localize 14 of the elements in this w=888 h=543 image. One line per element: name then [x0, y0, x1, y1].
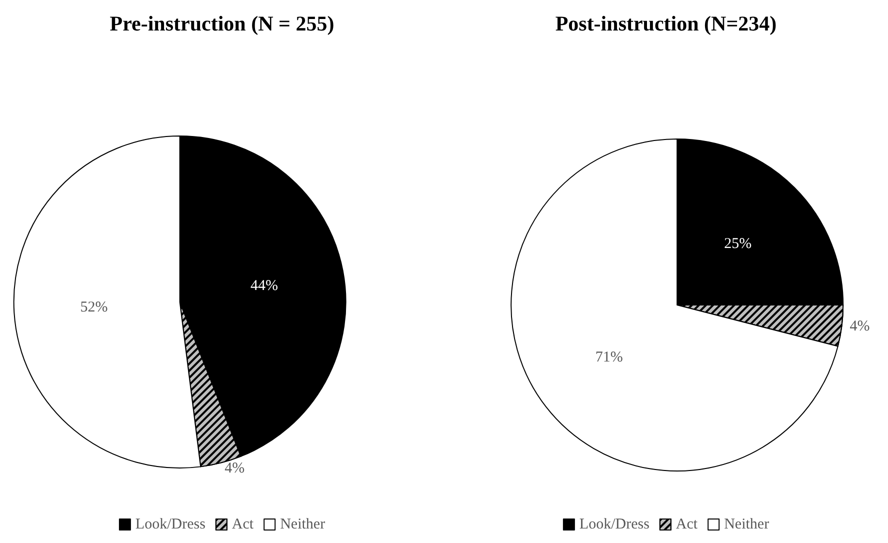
data-label: 4%: [850, 318, 870, 335]
legend-label: Look/Dress: [135, 516, 206, 532]
data-label: 71%: [595, 350, 623, 366]
data-label: 4%: [224, 460, 245, 477]
legend-label: Neither: [280, 516, 326, 532]
legend-label: Act: [232, 516, 254, 532]
legend-label: Neither: [724, 516, 770, 532]
chart-title: Post-instruction (N=234): [555, 12, 777, 36]
legend-label: Act: [676, 516, 698, 532]
data-label: 25%: [724, 236, 752, 252]
legend-label: Look/Dress: [579, 516, 650, 532]
data-label: 44%: [250, 278, 278, 294]
data-label: 52%: [80, 299, 108, 316]
chart-title: Pre-instruction (N = 255): [110, 12, 334, 36]
